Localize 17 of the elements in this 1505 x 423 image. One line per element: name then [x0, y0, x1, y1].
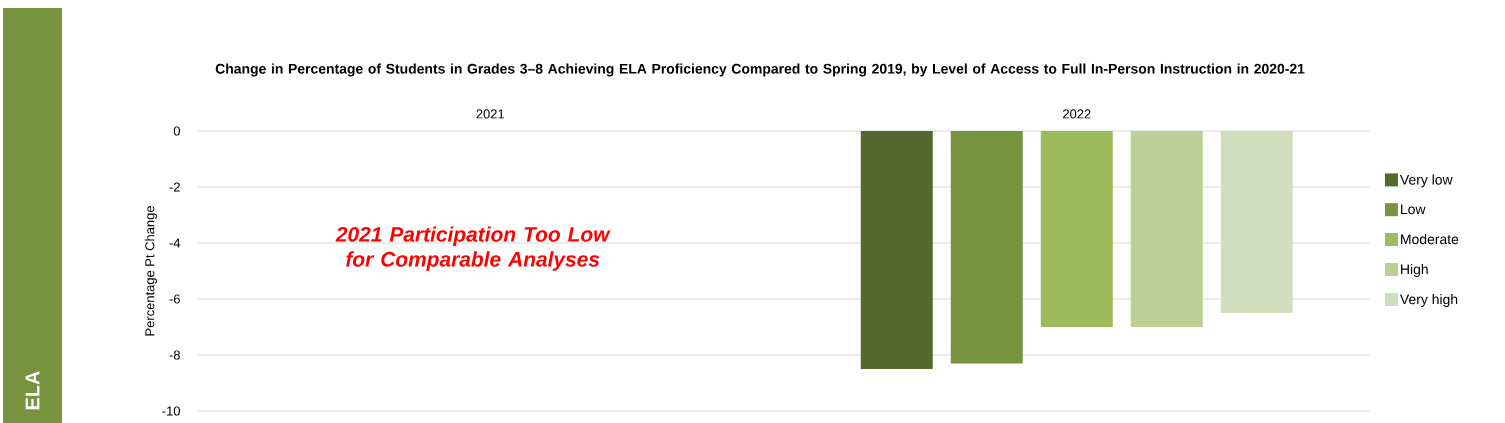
- legend-label: Very high: [1399, 294, 1458, 308]
- legend-label: High: [1401, 263, 1428, 277]
- y-tick-label: -6: [169, 294, 180, 304]
- annotation: 2021 Participation Too Low for Comparable Analyses: [335, 226, 611, 271]
- y-tick-label: -2: [169, 182, 180, 192]
- y-tick-label: -8: [169, 350, 180, 360]
- text: ELA: [25, 371, 40, 410]
- y-tick-label: -4: [169, 238, 181, 248]
- chart-title: Change in Percentage of Students in Grades 3–8 Achieving ELA Proficiency Compared to Spring 2019, by Level of Access to Full In-Person Instruction in 2020-21: [215, 63, 1305, 77]
- legend-label: Low: [1401, 204, 1426, 215]
- y-tick-label: -10: [162, 406, 180, 416]
- x-tick-label: 2022: [1063, 109, 1091, 119]
- legend-label: Moderate: [1401, 233, 1459, 245]
- x-tick-label: 2021: [476, 109, 505, 119]
- legend-label: Very low: [1399, 174, 1453, 188]
- y-axis-title: Percentage Pt Change: [144, 206, 157, 336]
- y-tick-label: 0: [173, 126, 180, 136]
